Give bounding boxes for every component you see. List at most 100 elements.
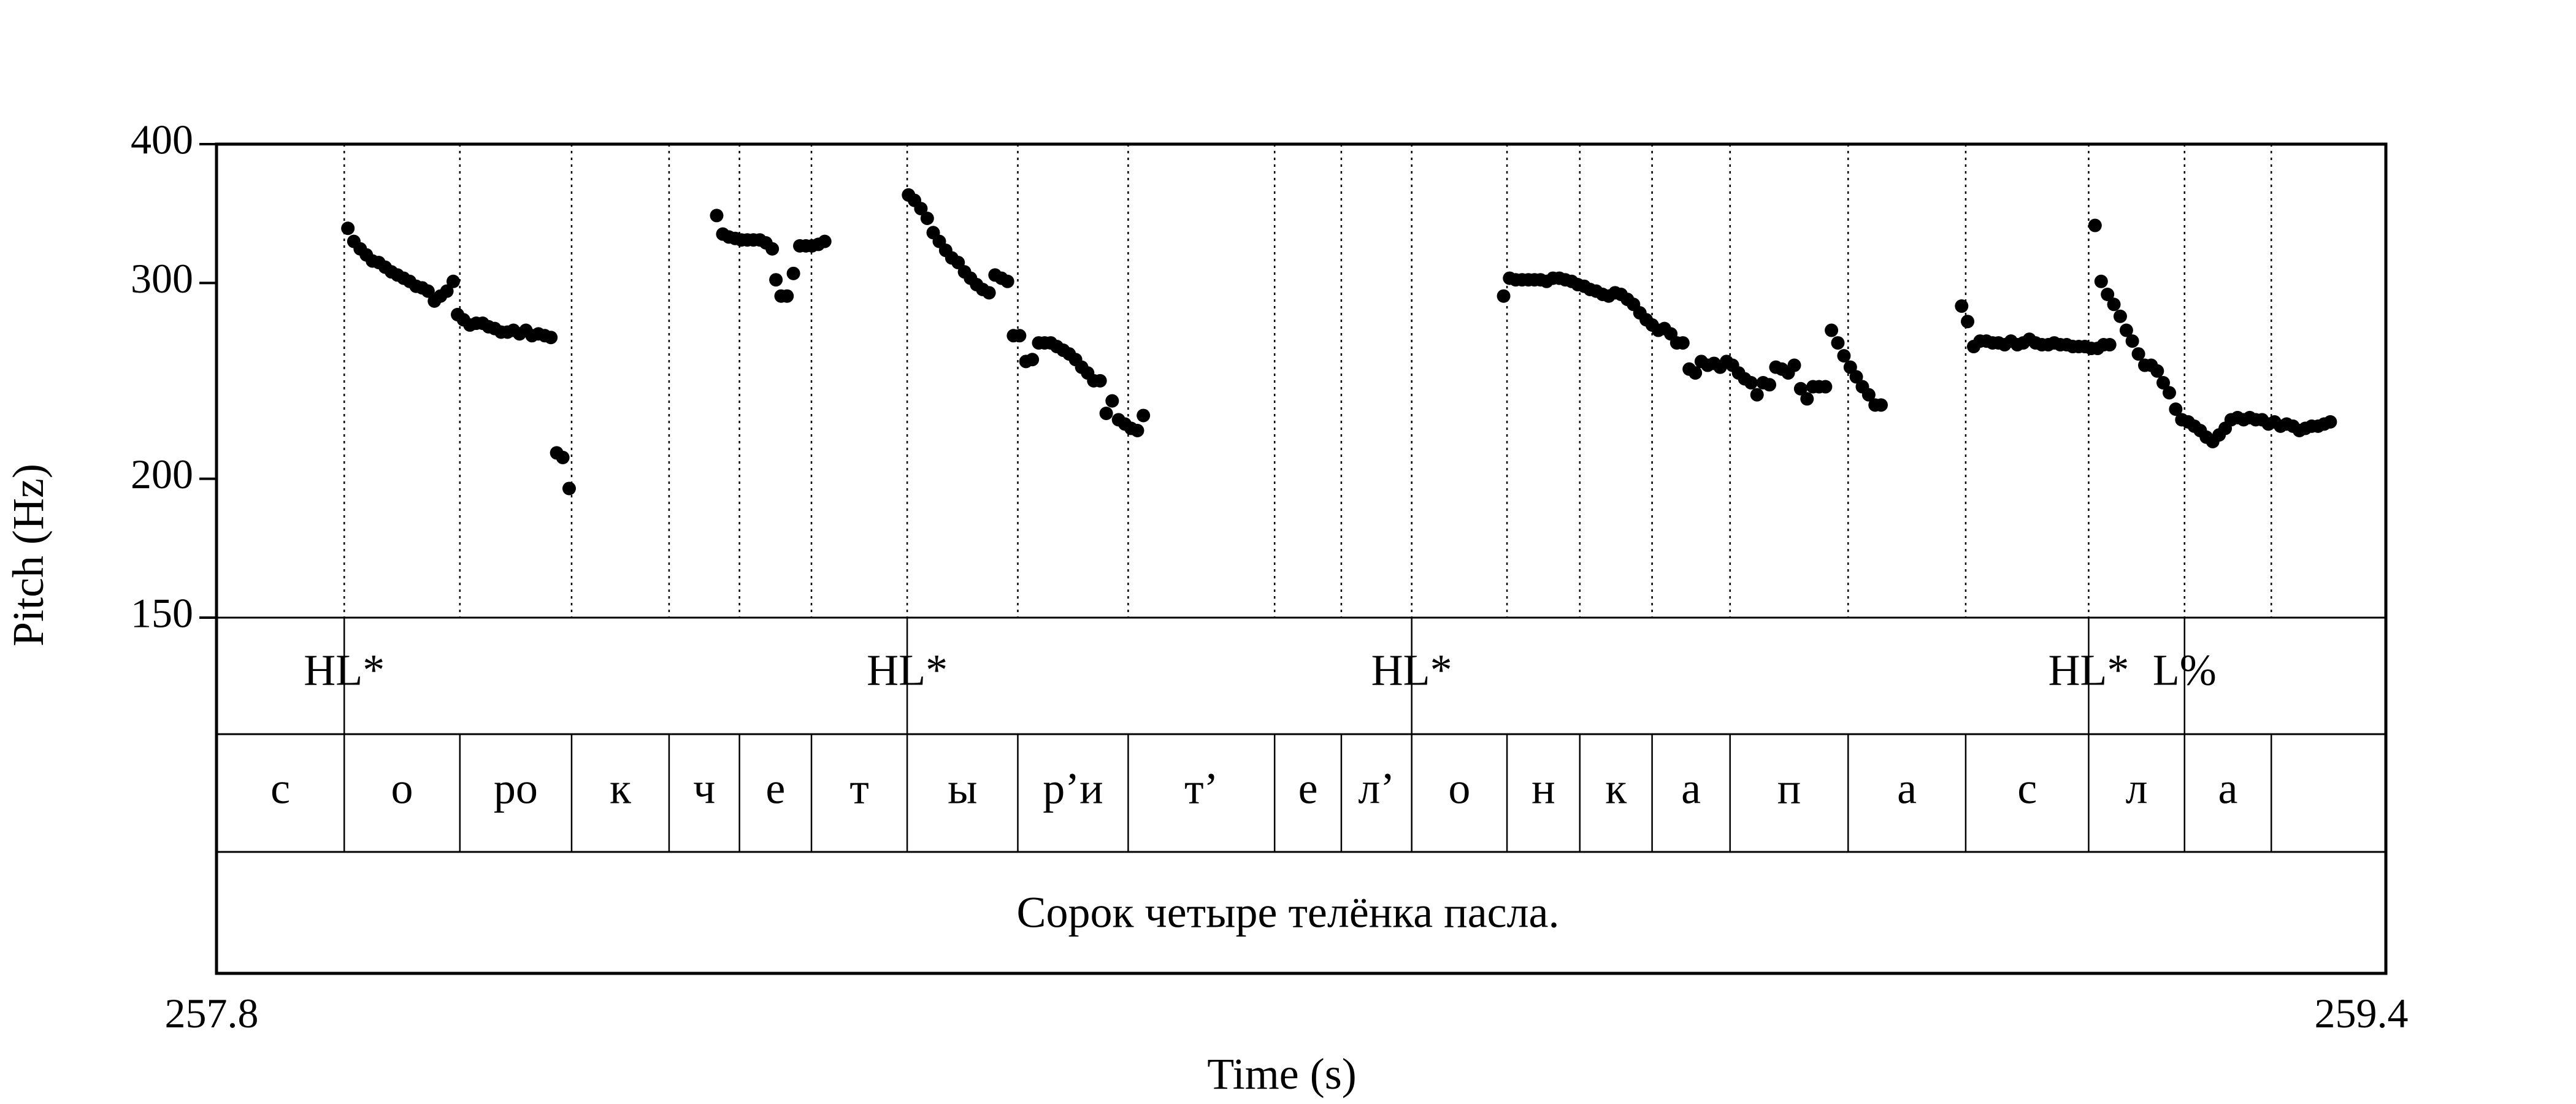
pitch-point (1689, 366, 1703, 380)
pitch-point (2323, 415, 2337, 429)
pitch-point (1787, 358, 1801, 372)
pitch-point (446, 274, 460, 288)
pitch-point (1676, 336, 1690, 350)
plot-frame (215, 142, 2388, 975)
pitch-point (1819, 380, 1833, 394)
pitch-point (1013, 329, 1027, 343)
pitch-point (2101, 288, 2115, 302)
segment-label: о (1448, 764, 1470, 813)
pitch-point (562, 481, 576, 496)
segment-label: с (2017, 764, 2037, 813)
pitch-point (1861, 388, 1876, 402)
pitch-point (1025, 353, 1040, 367)
pitch-point (1837, 349, 1851, 363)
pitch-point (786, 266, 800, 280)
segment-label: ы (948, 764, 977, 813)
pitch-point (556, 450, 570, 464)
pitch-point (1793, 381, 1807, 396)
pitch-point (2125, 334, 2139, 348)
pitch-point (2131, 347, 2145, 361)
pitch-point (914, 202, 928, 216)
pitch-points (341, 188, 2337, 496)
tone-label: HL* (1371, 646, 1452, 695)
x-axis-label: Time (s) (1207, 1049, 1356, 1098)
pitch-point (1825, 323, 1839, 337)
pitch-point (544, 331, 558, 345)
pitch-point (1105, 394, 1119, 408)
x-tick-label-start: 257.8 (165, 990, 259, 1037)
tone-label: L% (2153, 646, 2217, 695)
tier-lines (217, 616, 2386, 853)
pitch-point (1843, 360, 1857, 374)
pitch-point (780, 289, 794, 303)
y-axis-label: Pitch (Hz) (4, 464, 53, 646)
segment-label: а (1897, 764, 1917, 813)
segment-tier: с о ро к ч е т ы р’и т’ е л’ о н к а п а с л а (270, 764, 2237, 813)
pitch-point (1137, 408, 1151, 423)
pitch-point (1099, 406, 1113, 420)
pitch-point (1763, 378, 1777, 392)
pitch-point (1831, 336, 1845, 350)
segment-label: о (391, 764, 413, 813)
segment-label: с (270, 764, 290, 813)
pitch-point (2150, 364, 2164, 378)
y-tick-label: 200 (131, 451, 193, 497)
pitch-point (2088, 218, 2102, 232)
segment-label: е (765, 764, 785, 813)
segment-label: л’ (1358, 764, 1395, 813)
pitch-point (982, 286, 996, 300)
x-tick-label-end: 259.4 (2315, 990, 2409, 1037)
tone-label: HL* (2048, 646, 2129, 695)
segment-label: к (1605, 764, 1627, 813)
pitch-point (1497, 289, 1511, 303)
segment-label: р’и (1043, 764, 1103, 813)
pitch-point (1849, 370, 1863, 384)
pitch-point (769, 273, 783, 287)
segment-label: а (1681, 764, 1701, 813)
pitch-point (1750, 388, 1764, 402)
y-axis-ticks: 400 300 200 150 (131, 117, 217, 637)
pitch-point (1955, 299, 1969, 313)
pitch-point (1093, 374, 1107, 388)
pitch-point (710, 209, 724, 223)
pitch-point (1130, 423, 1144, 437)
pitch-point (2119, 323, 2133, 337)
tone-label: HL* (867, 646, 948, 695)
y-tick-label: 400 (131, 117, 193, 163)
pitch-point (2113, 309, 2127, 323)
pitch-point (2103, 338, 2117, 352)
pitch-point (818, 234, 832, 248)
pitch-point (2169, 402, 2183, 416)
pitch-point (2094, 274, 2108, 288)
pitch-point (765, 242, 780, 256)
pitch-point (2107, 297, 2121, 312)
pitch-point (1874, 398, 1888, 412)
pitch-point (1000, 274, 1014, 288)
pitch-point (1744, 376, 1758, 390)
segment-label: л (2126, 764, 2148, 813)
pitch-point (2156, 376, 2171, 390)
segment-label: ч (693, 764, 715, 813)
tone-tier: HL* HL* HL* HL* L% (304, 618, 2217, 734)
pitch-point (1961, 315, 1975, 329)
segment-label: а (2218, 764, 2237, 813)
pitch-point (2162, 386, 2176, 400)
pitch-point (341, 221, 355, 236)
pitch-point (440, 284, 454, 298)
segment-label: н (1531, 764, 1555, 813)
segment-label: е (1298, 764, 1318, 813)
tone-label: HL* (304, 646, 385, 695)
segment-label: т’ (1184, 764, 1218, 813)
sentence-label: Сорок четыре телёнка пасла. (1017, 888, 1560, 937)
y-tick-label: 300 (131, 255, 193, 302)
segment-label: ро (494, 764, 538, 813)
pitch-point (1800, 392, 1814, 406)
segment-boundaries (343, 144, 2272, 852)
y-tick-label: 150 (131, 590, 193, 637)
pitch-point (421, 284, 435, 298)
segment-label: т (849, 764, 868, 813)
segment-label: п (1777, 764, 1801, 813)
pitch-point (920, 212, 934, 226)
segment-label: к (610, 764, 632, 813)
